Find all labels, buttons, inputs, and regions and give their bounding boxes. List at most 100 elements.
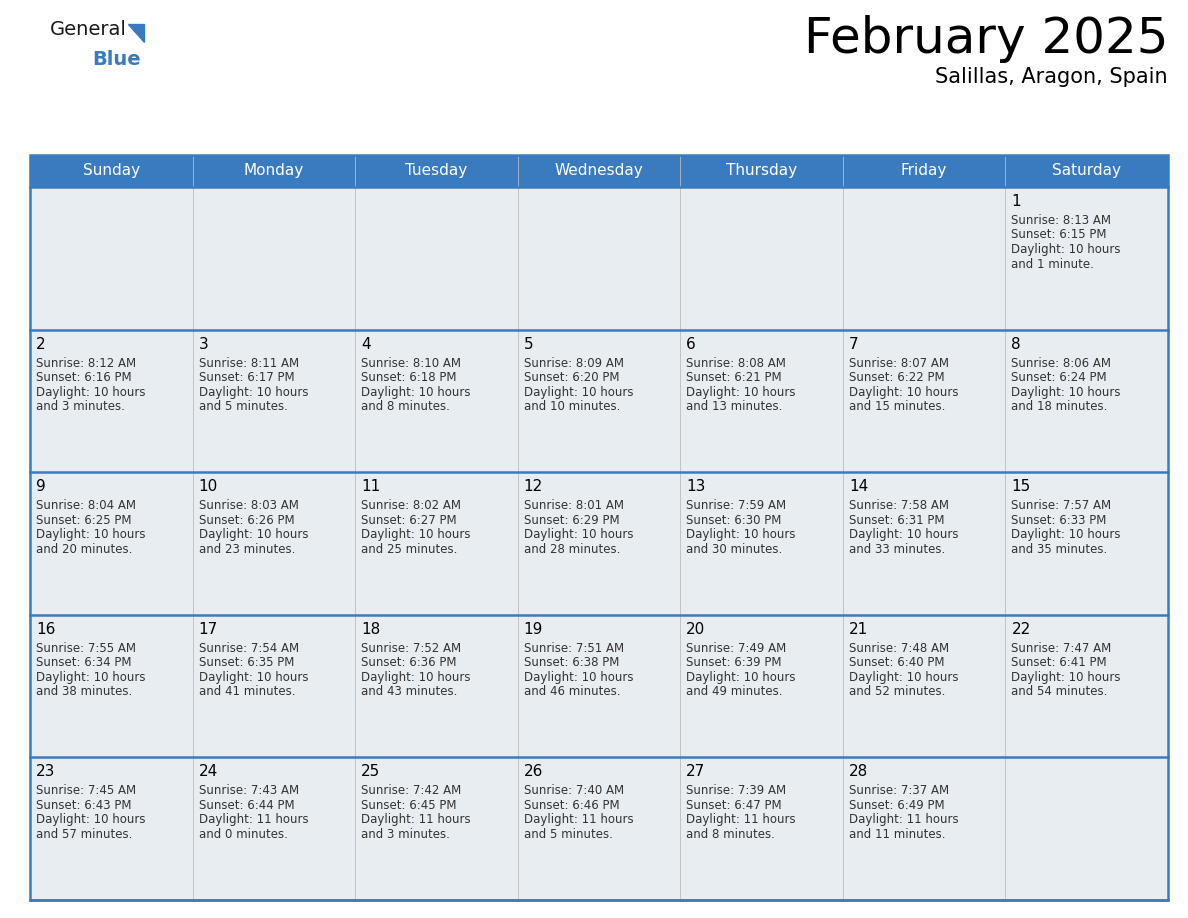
- Text: Daylight: 10 hours: Daylight: 10 hours: [524, 671, 633, 684]
- Text: Sunset: 6:30 PM: Sunset: 6:30 PM: [687, 514, 782, 527]
- Text: Daylight: 10 hours: Daylight: 10 hours: [1011, 386, 1121, 398]
- Text: Sunset: 6:38 PM: Sunset: 6:38 PM: [524, 656, 619, 669]
- Text: 25: 25: [361, 765, 380, 779]
- Bar: [518, 472, 681, 615]
- Bar: [30, 155, 1168, 900]
- Text: 11: 11: [361, 479, 380, 494]
- Text: Sunrise: 8:06 AM: Sunrise: 8:06 AM: [1011, 356, 1112, 370]
- Text: Daylight: 11 hours: Daylight: 11 hours: [524, 813, 633, 826]
- Text: and 41 minutes.: and 41 minutes.: [198, 686, 295, 699]
- Text: Sunset: 6:49 PM: Sunset: 6:49 PM: [849, 799, 944, 812]
- Text: Sunrise: 7:37 AM: Sunrise: 7:37 AM: [849, 784, 949, 798]
- Text: Sunday: Sunday: [83, 163, 140, 178]
- Text: Daylight: 11 hours: Daylight: 11 hours: [849, 813, 959, 826]
- Text: 19: 19: [524, 621, 543, 637]
- Bar: [30, 330, 192, 472]
- Text: Tuesday: Tuesday: [405, 163, 468, 178]
- Bar: [30, 187, 192, 330]
- Text: Sunrise: 7:57 AM: Sunrise: 7:57 AM: [1011, 499, 1112, 512]
- Text: Sunrise: 7:39 AM: Sunrise: 7:39 AM: [687, 784, 786, 798]
- Bar: [1005, 330, 1168, 472]
- Text: 14: 14: [849, 479, 868, 494]
- Bar: [192, 330, 355, 472]
- Text: and 18 minutes.: and 18 minutes.: [1011, 400, 1107, 413]
- Bar: [30, 615, 192, 757]
- Text: Sunrise: 8:11 AM: Sunrise: 8:11 AM: [198, 356, 298, 370]
- Bar: [30, 155, 1168, 187]
- Bar: [518, 757, 681, 900]
- Text: Sunset: 6:41 PM: Sunset: 6:41 PM: [1011, 656, 1107, 669]
- Text: and 1 minute.: and 1 minute.: [1011, 258, 1094, 271]
- Text: and 43 minutes.: and 43 minutes.: [361, 686, 457, 699]
- Text: Daylight: 10 hours: Daylight: 10 hours: [687, 528, 796, 542]
- Text: Sunset: 6:39 PM: Sunset: 6:39 PM: [687, 656, 782, 669]
- Text: 28: 28: [849, 765, 868, 779]
- Text: Sunset: 6:40 PM: Sunset: 6:40 PM: [849, 656, 944, 669]
- Text: 17: 17: [198, 621, 217, 637]
- Text: Sunrise: 8:09 AM: Sunrise: 8:09 AM: [524, 356, 624, 370]
- Text: Friday: Friday: [901, 163, 947, 178]
- Text: Sunrise: 8:12 AM: Sunrise: 8:12 AM: [36, 356, 137, 370]
- Text: 13: 13: [687, 479, 706, 494]
- Text: Sunset: 6:16 PM: Sunset: 6:16 PM: [36, 371, 132, 384]
- Text: Daylight: 10 hours: Daylight: 10 hours: [36, 528, 145, 542]
- Text: Sunset: 6:26 PM: Sunset: 6:26 PM: [198, 514, 295, 527]
- Text: Daylight: 10 hours: Daylight: 10 hours: [849, 528, 959, 542]
- Text: Wednesday: Wednesday: [555, 163, 644, 178]
- Text: Sunrise: 7:47 AM: Sunrise: 7:47 AM: [1011, 642, 1112, 655]
- Text: 2: 2: [36, 337, 45, 352]
- Text: Sunrise: 7:59 AM: Sunrise: 7:59 AM: [687, 499, 786, 512]
- Text: Sunset: 6:34 PM: Sunset: 6:34 PM: [36, 656, 132, 669]
- Text: Blue: Blue: [91, 50, 140, 69]
- Text: Daylight: 11 hours: Daylight: 11 hours: [361, 813, 470, 826]
- Text: Daylight: 10 hours: Daylight: 10 hours: [198, 671, 308, 684]
- Bar: [842, 757, 1005, 900]
- Bar: [518, 187, 681, 330]
- Text: 16: 16: [36, 621, 56, 637]
- Text: Daylight: 10 hours: Daylight: 10 hours: [849, 671, 959, 684]
- Bar: [681, 757, 842, 900]
- Bar: [681, 330, 842, 472]
- Bar: [1005, 187, 1168, 330]
- Bar: [1005, 615, 1168, 757]
- Bar: [681, 615, 842, 757]
- Text: Saturday: Saturday: [1053, 163, 1121, 178]
- Text: Sunrise: 8:10 AM: Sunrise: 8:10 AM: [361, 356, 461, 370]
- Text: Sunrise: 8:13 AM: Sunrise: 8:13 AM: [1011, 214, 1112, 227]
- Text: Sunset: 6:20 PM: Sunset: 6:20 PM: [524, 371, 619, 384]
- Text: 27: 27: [687, 765, 706, 779]
- Bar: [518, 615, 681, 757]
- Text: 4: 4: [361, 337, 371, 352]
- Bar: [355, 472, 518, 615]
- Text: Sunrise: 7:51 AM: Sunrise: 7:51 AM: [524, 642, 624, 655]
- Text: and 20 minutes.: and 20 minutes.: [36, 543, 132, 555]
- Text: Daylight: 10 hours: Daylight: 10 hours: [361, 671, 470, 684]
- Text: Daylight: 11 hours: Daylight: 11 hours: [198, 813, 308, 826]
- Polygon shape: [128, 24, 144, 42]
- Text: and 11 minutes.: and 11 minutes.: [849, 828, 946, 841]
- Text: Sunrise: 8:02 AM: Sunrise: 8:02 AM: [361, 499, 461, 512]
- Text: Sunset: 6:25 PM: Sunset: 6:25 PM: [36, 514, 132, 527]
- Text: Sunset: 6:44 PM: Sunset: 6:44 PM: [198, 799, 295, 812]
- Text: Sunset: 6:46 PM: Sunset: 6:46 PM: [524, 799, 619, 812]
- Text: Sunrise: 8:07 AM: Sunrise: 8:07 AM: [849, 356, 949, 370]
- Text: Daylight: 10 hours: Daylight: 10 hours: [524, 528, 633, 542]
- Bar: [681, 472, 842, 615]
- Text: 1: 1: [1011, 194, 1020, 209]
- Text: Daylight: 10 hours: Daylight: 10 hours: [361, 386, 470, 398]
- Text: Sunrise: 8:08 AM: Sunrise: 8:08 AM: [687, 356, 786, 370]
- Text: and 35 minutes.: and 35 minutes.: [1011, 543, 1107, 555]
- Bar: [842, 330, 1005, 472]
- Bar: [192, 615, 355, 757]
- Text: and 57 minutes.: and 57 minutes.: [36, 828, 132, 841]
- Text: 3: 3: [198, 337, 208, 352]
- Text: Daylight: 10 hours: Daylight: 10 hours: [361, 528, 470, 542]
- Text: Sunrise: 7:40 AM: Sunrise: 7:40 AM: [524, 784, 624, 798]
- Text: and 46 minutes.: and 46 minutes.: [524, 686, 620, 699]
- Text: 9: 9: [36, 479, 46, 494]
- Text: Sunset: 6:33 PM: Sunset: 6:33 PM: [1011, 514, 1107, 527]
- Text: 10: 10: [198, 479, 217, 494]
- Text: and 33 minutes.: and 33 minutes.: [849, 543, 946, 555]
- Text: and 13 minutes.: and 13 minutes.: [687, 400, 783, 413]
- Text: Sunrise: 7:45 AM: Sunrise: 7:45 AM: [36, 784, 137, 798]
